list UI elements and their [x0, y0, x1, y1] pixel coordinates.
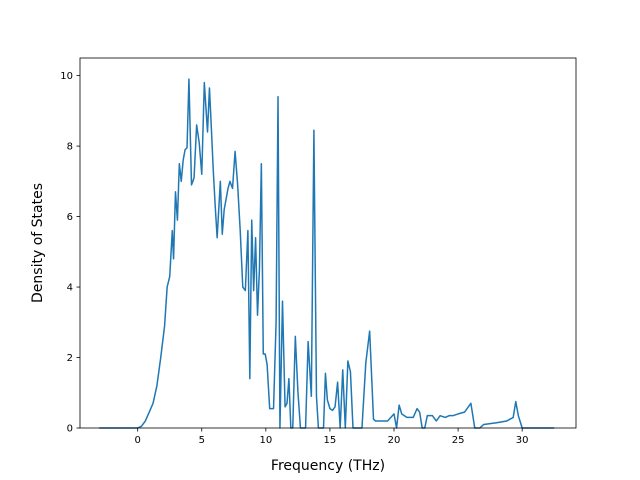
y-tick-label: 2 — [67, 353, 73, 364]
axes-frame — [79, 57, 577, 429]
y-tick-label: 8 — [67, 142, 73, 153]
y-tick-label: 10 — [60, 71, 73, 82]
y-axis-label: Density of States — [30, 183, 46, 303]
y-tick-label: 6 — [67, 212, 73, 223]
y-axis: 0 2 4 6 8 10 — [60, 71, 80, 435]
x-axis-label: Frequency (THz) — [271, 458, 385, 474]
x-tick-label: 15 — [324, 435, 337, 446]
x-tick-label: 5 — [199, 435, 205, 446]
x-tick-label: 0 — [134, 435, 140, 446]
y-tick-label: 4 — [67, 283, 73, 294]
y-tick-label: 0 — [67, 424, 73, 435]
x-axis: 0 5 10 15 20 25 30 — [134, 428, 529, 446]
x-tick-label: 25 — [452, 435, 465, 446]
x-tick-label: 20 — [388, 435, 401, 446]
x-tick-label: 30 — [516, 435, 529, 446]
x-tick-label: 10 — [259, 435, 272, 446]
